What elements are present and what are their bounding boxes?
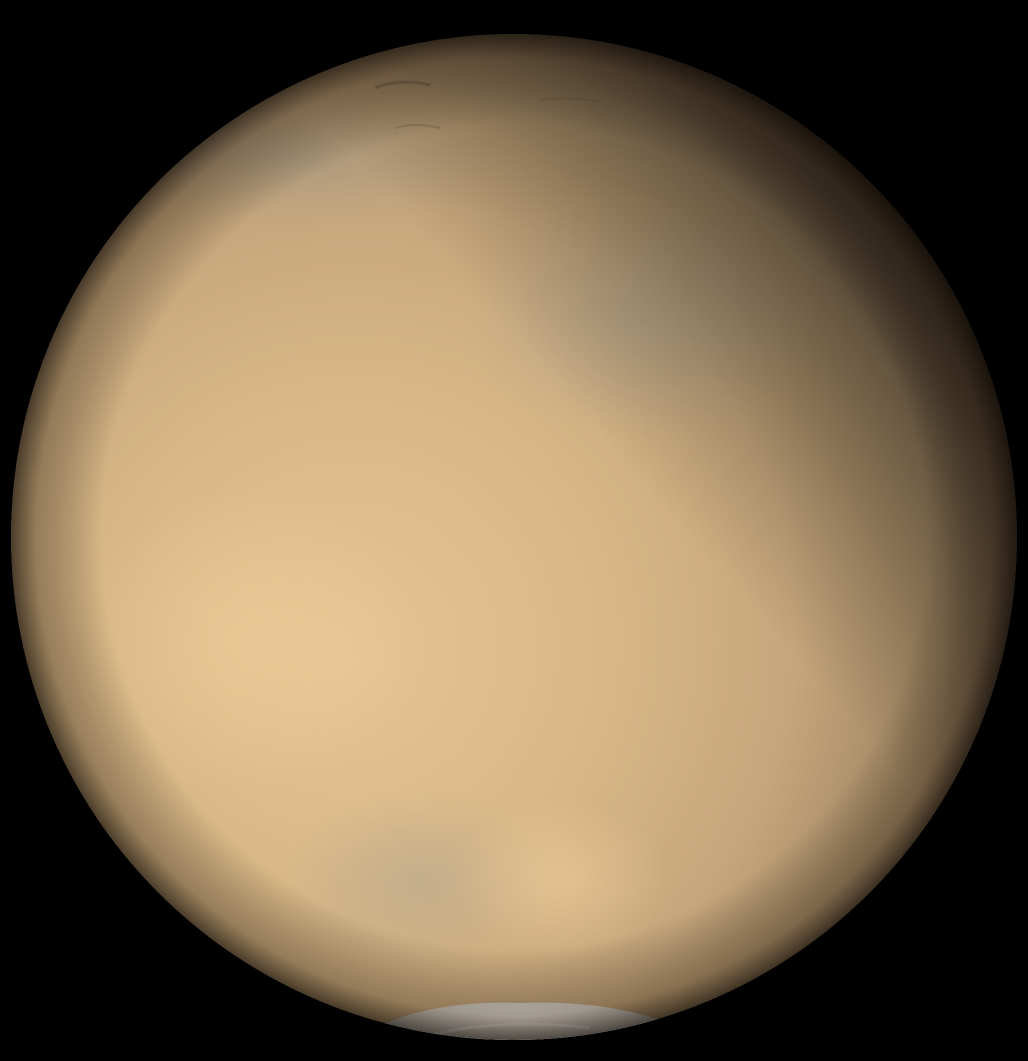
planet-disk xyxy=(11,34,1017,1040)
